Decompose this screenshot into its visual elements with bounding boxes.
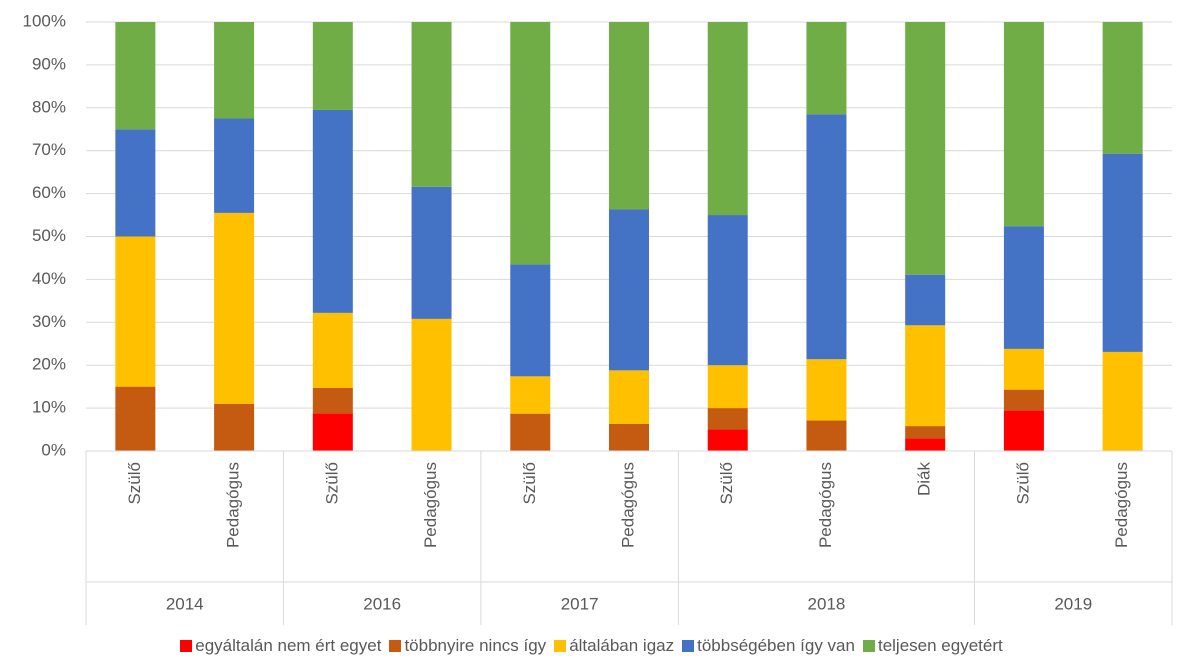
x-tick-label: Szülő xyxy=(520,462,539,505)
bar-segment xyxy=(411,318,452,451)
y-tick-label: 10% xyxy=(32,398,66,417)
x-tick-label: Pedagógus xyxy=(224,462,243,548)
legend-label: többnyire nincs így xyxy=(404,636,547,655)
legend-item: általában igaz xyxy=(554,636,674,656)
y-tick-label: 40% xyxy=(32,269,66,288)
bar-segment xyxy=(510,264,551,377)
bar-segment xyxy=(312,22,353,110)
bar-segment xyxy=(411,186,452,319)
bar-segment xyxy=(312,413,353,451)
bar-segment xyxy=(806,114,847,360)
bar-segment xyxy=(214,403,255,451)
group-label: 2017 xyxy=(561,594,599,613)
bar-segment xyxy=(214,22,255,119)
bar-segment xyxy=(609,370,649,424)
bar-segment xyxy=(1003,226,1044,349)
bar-segment xyxy=(806,420,847,451)
y-tick-label: 70% xyxy=(32,140,66,159)
y-tick-label: 20% xyxy=(32,355,66,374)
x-tick-label: Szülő xyxy=(1013,462,1032,505)
legend-swatch xyxy=(554,640,567,652)
x-tick-label: Pedagógus xyxy=(618,462,637,548)
bar-segment xyxy=(905,426,946,439)
x-tick-label: Pedagógus xyxy=(816,462,835,548)
legend-label: többségében így van xyxy=(697,636,855,655)
bar-segment xyxy=(609,423,649,451)
legend-item: többségében így van xyxy=(682,636,855,656)
group-label: 2019 xyxy=(1054,594,1092,613)
bar-segment xyxy=(707,22,748,216)
y-tick-label: 60% xyxy=(32,183,66,202)
bar-segment xyxy=(510,22,551,265)
x-tick-label: Pedagógus xyxy=(1112,462,1131,548)
y-tick-label: 90% xyxy=(32,54,66,73)
x-tick-label: Diák xyxy=(915,462,934,497)
y-tick-label: 50% xyxy=(32,226,66,245)
bar-segment xyxy=(609,209,649,371)
y-tick-label: 100% xyxy=(23,11,66,30)
legend-label: általában igaz xyxy=(569,636,675,655)
bar-segment xyxy=(806,22,847,115)
bar-segment xyxy=(905,22,946,275)
bar-segment xyxy=(411,22,452,187)
x-tick-label: Szülő xyxy=(125,462,144,505)
legend: egyáltalán nem ért egyet többnyire nincs … xyxy=(0,636,1183,656)
bar-segment xyxy=(707,429,748,451)
x-tick-label: Szülő xyxy=(322,462,341,505)
legend-item: teljesen egyetért xyxy=(862,636,1003,656)
bar-segment xyxy=(707,215,748,366)
bar-segment xyxy=(214,212,255,404)
bar-segment xyxy=(1003,410,1044,451)
bar-segment xyxy=(115,236,156,387)
bar-segment xyxy=(510,413,551,451)
bar-segment xyxy=(214,118,255,213)
bar-segment xyxy=(1102,351,1143,451)
bar-segment xyxy=(312,312,353,388)
legend-swatch xyxy=(389,640,402,652)
x-tick-label: Szülő xyxy=(717,462,736,505)
legend-label: egyáltalán nem ért egyet xyxy=(195,636,382,655)
bar-segment xyxy=(1003,348,1044,390)
bar-segment xyxy=(905,274,946,326)
bar-segment xyxy=(115,129,156,237)
y-tick-label: 0% xyxy=(41,440,66,459)
legend-item: többnyire nincs így xyxy=(389,636,546,656)
bar-segment xyxy=(806,359,847,421)
group-label: 2018 xyxy=(808,594,846,613)
x-tick-label: Pedagógus xyxy=(421,462,440,548)
bar-segment xyxy=(115,386,156,451)
bar-segment xyxy=(115,22,156,130)
group-label: 2016 xyxy=(363,594,401,613)
legend-swatch xyxy=(862,640,875,652)
legend-swatch xyxy=(180,640,193,652)
bar-segment xyxy=(510,376,551,414)
legend-item: egyáltalán nem ért egyet xyxy=(180,636,381,656)
legend-swatch xyxy=(682,640,695,652)
bar-segment xyxy=(1003,389,1044,411)
y-tick-label: 80% xyxy=(32,97,66,116)
bar-segment xyxy=(1003,22,1044,227)
legend-label: teljesen egyetért xyxy=(877,636,1003,655)
bar-segment xyxy=(707,365,748,409)
bar-segment xyxy=(312,109,353,313)
bar-segment xyxy=(312,387,353,414)
bar-segment xyxy=(905,438,946,451)
chart: 0% 10% 20% 30% 40% 50% 60% 70% 80% 90% 100% Szülő Pe… xyxy=(23,11,1173,625)
bar-segment xyxy=(609,22,649,210)
y-tick-label: 30% xyxy=(32,312,66,331)
bar-segment xyxy=(905,325,946,427)
bar-segment xyxy=(1102,22,1143,154)
bar-segment xyxy=(707,408,748,430)
group-label: 2014 xyxy=(166,594,204,613)
bar-segment xyxy=(1102,153,1143,352)
